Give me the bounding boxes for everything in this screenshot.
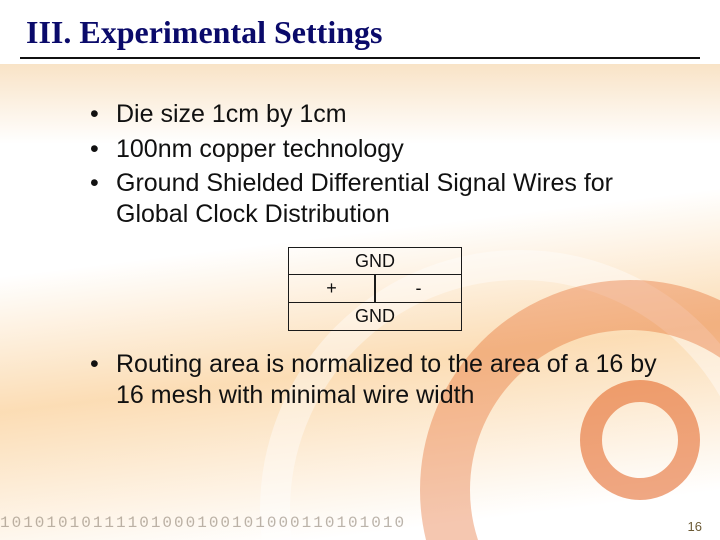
bullet-item: Die size 1cm by 1cm — [90, 99, 660, 130]
bullet-item: Ground Shielded Differential Signal Wire… — [90, 168, 660, 229]
slide-body: III. Experimental Settings Die size 1cm … — [0, 0, 720, 540]
wire-row-gnd-bottom: GND — [288, 303, 462, 331]
bullet-list-top: Die size 1cm by 1cm 100nm copper technol… — [90, 99, 660, 229]
wire-cell-gnd: GND — [289, 248, 461, 274]
wire-cell-plus: + — [289, 275, 374, 302]
bullet-list-bottom: Routing area is normalized to the area o… — [90, 349, 660, 410]
wire-cell-minus: - — [376, 275, 461, 302]
wire-row-gnd-top: GND — [288, 247, 462, 275]
slide-content: Die size 1cm by 1cm 100nm copper technol… — [0, 59, 720, 410]
slide-title: III. Experimental Settings — [0, 0, 720, 57]
wire-diagram: GND + - GND — [288, 247, 462, 331]
wire-cell-gnd: GND — [289, 303, 461, 330]
slide-number: 16 — [688, 519, 702, 534]
wire-row-signals: + - — [288, 275, 462, 303]
bullet-item: 100nm copper technology — [90, 134, 660, 165]
bullet-item: Routing area is normalized to the area o… — [90, 349, 660, 410]
